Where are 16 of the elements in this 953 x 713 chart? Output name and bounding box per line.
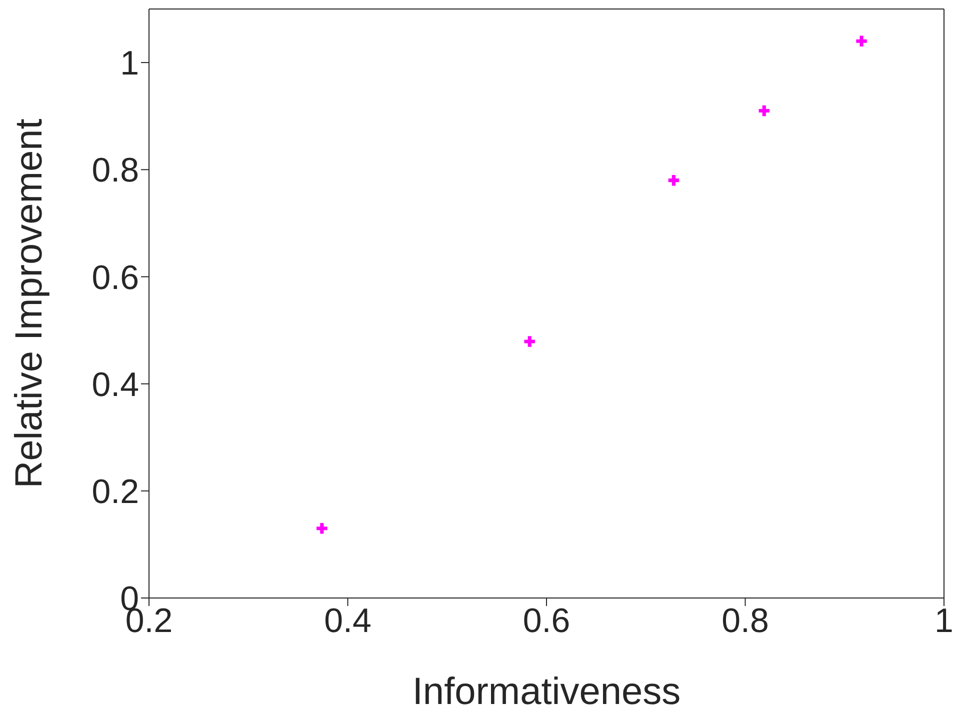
y-tick-label: 0.8 bbox=[92, 152, 139, 190]
y-tick-label: 0.2 bbox=[92, 472, 139, 511]
point bbox=[856, 36, 867, 46]
y-tick-label: 1 bbox=[120, 44, 139, 83]
point bbox=[668, 174, 680, 186]
y-axis-title: Relative Improvement bbox=[8, 118, 50, 488]
x-axis-title: Informativeness bbox=[412, 671, 681, 713]
point bbox=[316, 523, 328, 534]
point bbox=[758, 105, 770, 116]
x-tick-label: 0.4 bbox=[324, 602, 372, 640]
point bbox=[524, 336, 535, 347]
y-tick-label: 0.6 bbox=[92, 258, 139, 297]
y-tick-label: 0.4 bbox=[92, 366, 139, 404]
x-tick-label: 1 bbox=[934, 602, 953, 640]
x-tick-label: 0.6 bbox=[522, 602, 570, 640]
x-tick-label: 0.8 bbox=[722, 602, 769, 640]
